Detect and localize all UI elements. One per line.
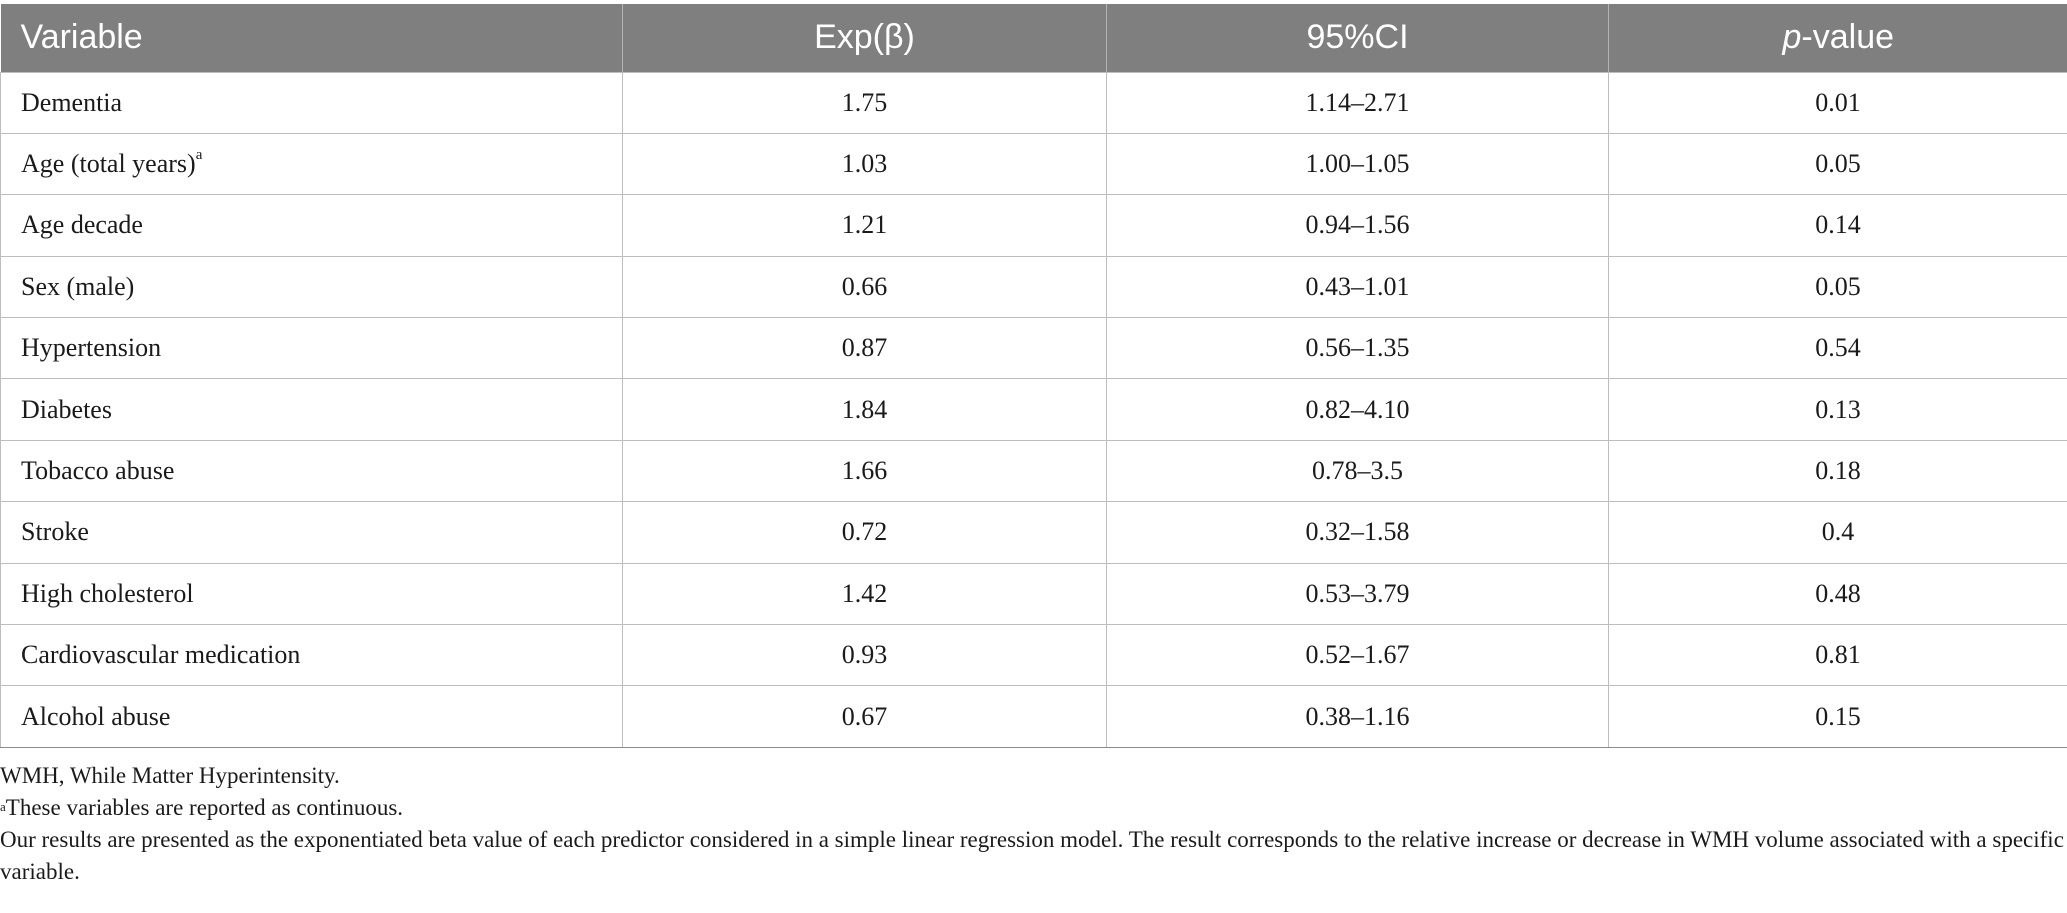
- cell-exp-beta: 1.03: [622, 132, 1107, 196]
- cell-ci: 0.78–3.5: [1106, 439, 1609, 503]
- cell-exp-beta: 0.93: [622, 624, 1107, 687]
- cell-variable: Diabetes: [0, 378, 623, 441]
- cell-p-value: 0.01: [1608, 71, 2067, 134]
- table-header: Variable Exp(β) 95%CI p-value: [0, 4, 2067, 72]
- variable-label: Hypertension: [21, 333, 162, 363]
- cell-variable: Sex (male): [0, 255, 623, 319]
- cell-ci: 0.32–1.58: [1106, 501, 1609, 564]
- cell-ci: 0.38–1.16: [1106, 685, 1609, 748]
- cell-p-value: 0.05: [1608, 132, 2067, 196]
- regression-table: Variable Exp(β) 95%CI p-value Dementia 1.…: [0, 4, 2067, 748]
- cell-exp-beta: 0.66: [622, 255, 1107, 319]
- cell-variable: Cardiovascular medication: [0, 624, 623, 687]
- table-row: Stroke 0.72 0.32–1.58 0.4: [0, 501, 2067, 564]
- table-row: High cholesterol 1.42 0.53–3.79 0.48: [0, 562, 2067, 626]
- cell-p-value: 0.4: [1608, 501, 2067, 564]
- variable-footnote-marker: a: [195, 147, 203, 164]
- header-p-italic: p: [1782, 18, 1802, 57]
- variable-label: Sex (male): [21, 271, 135, 301]
- header-ci: 95%CI: [1106, 4, 1609, 72]
- cell-ci: 0.82–4.10: [1106, 378, 1609, 441]
- cell-exp-beta: 0.67: [622, 685, 1107, 748]
- table-row: Age decade 1.21 0.94–1.56 0.14: [0, 194, 2067, 257]
- table-row: Tobacco abuse 1.66 0.78–3.5 0.18: [0, 439, 2067, 503]
- cell-p-value: 0.13: [1608, 378, 2067, 441]
- variable-label: Age (total years): [21, 149, 196, 179]
- cell-ci: 0.94–1.56: [1106, 194, 1609, 257]
- cell-p-value: 0.15: [1608, 685, 2067, 748]
- variable-label: Cardiovascular medication: [21, 640, 301, 670]
- header-exp-beta: Exp(β): [622, 4, 1107, 72]
- cell-variable: Tobacco abuse: [0, 439, 623, 503]
- cell-ci: 0.43–1.01: [1106, 255, 1609, 319]
- cell-exp-beta: 0.72: [622, 501, 1107, 564]
- cell-ci: 0.52–1.67: [1106, 624, 1609, 687]
- cell-p-value: 0.81: [1608, 624, 2067, 687]
- cell-p-value: 0.14: [1608, 194, 2067, 257]
- cell-exp-beta: 1.66: [622, 439, 1107, 503]
- table-row: Sex (male) 0.66 0.43–1.01 0.05: [0, 255, 2067, 319]
- cell-ci: 0.56–1.35: [1106, 317, 1609, 380]
- table-row: Diabetes 1.84 0.82–4.10 0.13: [0, 378, 2067, 441]
- header-variable: Variable: [20, 18, 143, 57]
- cell-exp-beta: 0.87: [622, 317, 1107, 380]
- table-row: Age (total years)a 1.03 1.00–1.05 0.05: [0, 132, 2067, 196]
- header-p-rest: -value: [1801, 18, 1895, 57]
- variable-label: High cholesterol: [21, 578, 194, 608]
- footnote-a: aThese variables are reported as continu…: [0, 792, 2067, 824]
- footnote-a-marker: a: [0, 799, 6, 814]
- variable-label: Age decade: [21, 210, 143, 240]
- variable-label: Alcohol abuse: [21, 701, 171, 731]
- cell-variable: Alcohol abuse: [0, 685, 623, 748]
- cell-variable: Stroke: [0, 501, 623, 564]
- cell-exp-beta: 1.84: [622, 378, 1107, 441]
- cell-exp-beta: 1.75: [622, 71, 1107, 134]
- table-row: Cardiovascular medication 0.93 0.52–1.67 0.…: [0, 624, 2067, 687]
- variable-label: Diabetes: [21, 394, 112, 424]
- header-p-value: p-value: [1608, 4, 2067, 72]
- table-body: Dementia 1.75 1.14–2.71 0.01 Age (total year…: [0, 71, 2067, 748]
- cell-variable: Age (total years)a: [0, 132, 623, 196]
- cell-exp-beta: 1.42: [622, 562, 1107, 626]
- cell-variable: High cholesterol: [0, 562, 623, 626]
- cell-p-value: 0.18: [1608, 439, 2067, 503]
- table-footnotes: WMH, While Matter Hyperintensity. aThese…: [0, 760, 2067, 888]
- cell-ci: 1.14–2.71: [1106, 71, 1609, 134]
- footnote-description: Our results are presented as the exponen…: [0, 827, 2064, 884]
- cell-ci: 1.00–1.05: [1106, 132, 1609, 196]
- cell-variable: Hypertension: [0, 317, 623, 380]
- footnote-a-text: These variables are reported as continuo…: [5, 795, 404, 820]
- cell-ci: 0.53–3.79: [1106, 562, 1609, 626]
- table-row: Hypertension 0.87 0.56–1.35 0.54: [0, 317, 2067, 380]
- cell-exp-beta: 1.21: [622, 194, 1107, 257]
- cell-p-value: 0.48: [1608, 562, 2067, 626]
- header-row: Variable Exp(β) 95%CI p-value: [0, 4, 2067, 72]
- cell-p-value: 0.54: [1608, 317, 2067, 380]
- table-row: Dementia 1.75 1.14–2.71 0.01: [0, 71, 2067, 134]
- variable-label: Tobacco abuse: [21, 456, 175, 486]
- cell-variable: Age decade: [0, 194, 623, 257]
- table-row: Alcohol abuse 0.67 0.38–1.16 0.15: [0, 685, 2067, 748]
- variable-label: Stroke: [21, 517, 89, 547]
- cell-variable: Dementia: [0, 71, 623, 134]
- footnote-abbreviation: WMH, While Matter Hyperintensity.: [0, 763, 340, 788]
- cell-p-value: 0.05: [1608, 255, 2067, 319]
- variable-label: Dementia: [21, 87, 123, 117]
